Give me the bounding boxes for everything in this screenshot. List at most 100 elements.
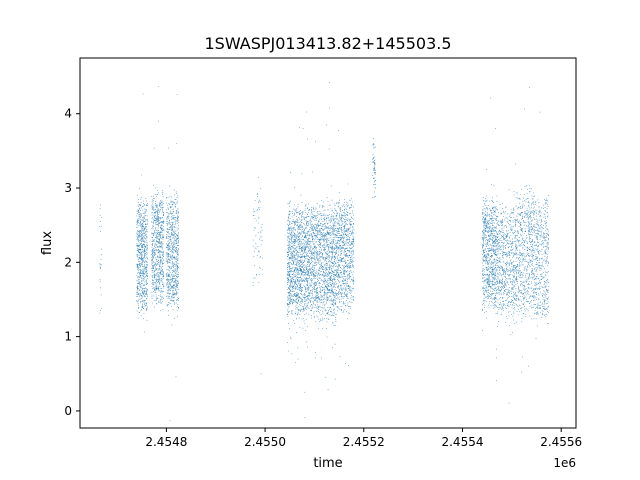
data-point	[178, 248, 179, 249]
data-point	[297, 269, 299, 271]
data-point	[155, 229, 157, 231]
data-point	[299, 279, 301, 281]
data-point	[304, 209, 306, 211]
data-point	[311, 260, 312, 262]
data-point	[168, 287, 170, 288]
data-point	[137, 251, 139, 253]
data-point	[141, 240, 143, 242]
data-point	[155, 262, 156, 264]
data-point	[335, 245, 336, 246]
data-point	[157, 279, 159, 281]
data-point	[142, 260, 144, 262]
data-point	[321, 307, 323, 308]
data-point	[169, 259, 171, 260]
data-point	[288, 303, 290, 305]
data-point	[288, 304, 289, 305]
data-point	[176, 217, 178, 219]
data-point	[139, 217, 141, 218]
data-point	[292, 298, 294, 300]
data-point	[153, 266, 155, 268]
data-point	[304, 229, 306, 230]
data-point	[322, 269, 324, 270]
data-point	[175, 239, 177, 241]
data-point	[326, 293, 328, 295]
data-point	[161, 257, 163, 259]
data-point	[341, 276, 343, 278]
data-point	[159, 245, 160, 247]
data-point	[173, 217, 175, 219]
data-point	[305, 242, 307, 244]
data-point	[322, 244, 324, 246]
data-point	[323, 244, 325, 245]
data-point	[333, 271, 335, 273]
data-point	[324, 294, 326, 295]
data-point	[176, 268, 178, 270]
data-point	[307, 207, 309, 209]
data-point	[176, 234, 178, 235]
data-point	[332, 278, 334, 280]
data-point	[152, 284, 153, 286]
data-point	[312, 238, 313, 240]
data-point	[168, 289, 170, 290]
data-point	[303, 308, 305, 310]
data-point	[305, 247, 306, 249]
data-point	[293, 279, 295, 281]
data-point	[177, 219, 179, 221]
data-point	[157, 209, 159, 211]
data-point	[328, 148, 330, 150]
data-point	[256, 274, 258, 276]
data-point	[301, 202, 303, 203]
data-point	[328, 249, 330, 250]
data-point	[326, 262, 328, 264]
data-point	[140, 204, 141, 206]
data-point	[349, 237, 350, 238]
data-point	[334, 210, 336, 211]
data-point	[138, 258, 139, 260]
data-point	[137, 296, 139, 297]
data-point	[318, 206, 320, 208]
data-point	[140, 202, 142, 203]
data-point	[287, 245, 289, 247]
data-point	[159, 239, 160, 240]
data-point	[287, 252, 288, 254]
data-point	[260, 267, 261, 269]
data-point	[172, 285, 173, 287]
data-point	[331, 247, 332, 249]
data-point	[176, 270, 178, 272]
data-point	[157, 272, 159, 274]
data-point	[314, 254, 316, 256]
data-point	[162, 210, 164, 212]
data-point	[299, 287, 300, 288]
data-point	[177, 304, 179, 306]
data-point	[158, 219, 159, 220]
data-point	[141, 223, 143, 225]
data-point	[308, 238, 309, 240]
data-point	[315, 241, 316, 243]
data-point	[310, 302, 311, 303]
data-point	[300, 227, 302, 228]
data-point	[320, 217, 322, 219]
data-point	[287, 247, 289, 249]
data-point	[158, 225, 159, 227]
data-point	[141, 279, 143, 281]
data-point	[322, 237, 324, 239]
data-point	[288, 350, 289, 352]
data-point	[312, 276, 314, 277]
data-point	[308, 203, 310, 205]
data-point	[151, 254, 152, 255]
data-point	[151, 239, 153, 241]
data-point	[304, 227, 306, 229]
data-point	[305, 251, 307, 253]
data-point	[139, 289, 141, 290]
data-point	[157, 263, 159, 265]
data-point	[350, 232, 352, 234]
data-point	[296, 284, 297, 285]
data-point	[297, 237, 299, 238]
data-point	[314, 297, 316, 298]
data-point	[144, 248, 146, 250]
data-point	[301, 222, 303, 223]
data-point	[330, 262, 332, 264]
data-point	[146, 264, 147, 265]
data-point	[314, 235, 316, 237]
data-point	[324, 249, 326, 250]
